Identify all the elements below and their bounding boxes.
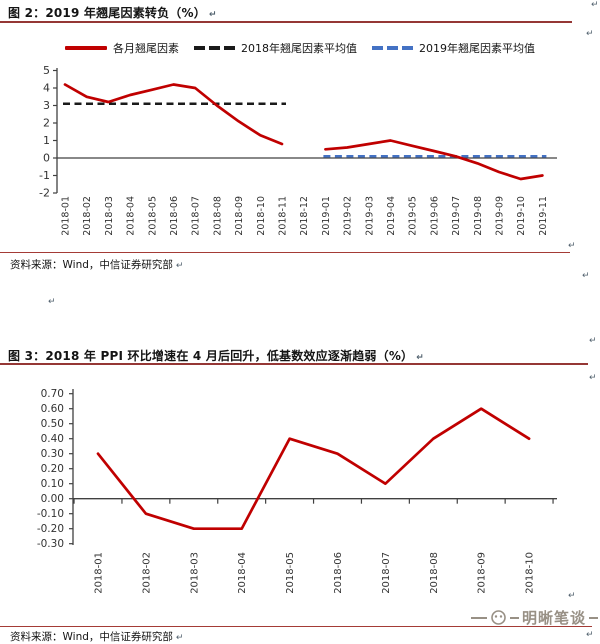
svg-text:2018-12: 2018-12 bbox=[299, 196, 310, 236]
svg-text:-0.20: -0.20 bbox=[37, 523, 64, 535]
figure2-source-text: 资料来源：Wind，中信证券研究部 bbox=[10, 259, 173, 271]
svg-text:2018-04: 2018-04 bbox=[126, 196, 137, 236]
legend-item-2019-average: 2019年翘尾因素平均值 bbox=[372, 40, 535, 56]
svg-text:2018-10: 2018-10 bbox=[525, 552, 536, 594]
watermark-text: 明晰笔谈 bbox=[521, 609, 586, 627]
svg-text:2018-08: 2018-08 bbox=[429, 552, 440, 594]
svg-text:2019-11: 2019-11 bbox=[538, 196, 549, 236]
svg-text:2018-04: 2018-04 bbox=[237, 552, 248, 594]
red-line-swatch-icon bbox=[65, 46, 107, 50]
svg-text:2018-09: 2018-09 bbox=[234, 196, 245, 236]
figure3-title: 图 3：2018 年 PPI 环比增速在 4 月后回升，低基数效应逐渐趋弱（%）… bbox=[8, 347, 424, 364]
svg-text:0.60: 0.60 bbox=[41, 403, 64, 415]
figure3-source-rule bbox=[0, 626, 592, 627]
svg-text:2018-07: 2018-07 bbox=[191, 196, 202, 236]
paragraph-mark-icon: ↵ bbox=[175, 261, 184, 271]
svg-text:2: 2 bbox=[43, 117, 50, 130]
watermark-dash-icon bbox=[589, 616, 598, 619]
paragraph-mark-icon: ↵ bbox=[582, 271, 590, 281]
svg-text:2019-05: 2019-05 bbox=[408, 196, 419, 236]
svg-text:2018-07: 2018-07 bbox=[381, 552, 392, 594]
paragraph-mark-icon: ↵ bbox=[416, 353, 424, 363]
figure2-legend: 各月翘尾因素 2018年翘尾因素平均值 2019年翘尾因素平均值 bbox=[0, 40, 600, 56]
watermark-dash-icon bbox=[470, 616, 487, 619]
figure3-title-text: 图 3：2018 年 PPI 环比增速在 4 月后回升，低基数效应逐渐趋弱（%） bbox=[8, 349, 414, 363]
paragraph-mark-icon: ↵ bbox=[591, 0, 599, 10]
svg-text:-2: -2 bbox=[39, 187, 50, 200]
svg-text:2018-08: 2018-08 bbox=[212, 196, 223, 236]
svg-text:0.00: 0.00 bbox=[41, 493, 64, 505]
svg-text:2019-04: 2019-04 bbox=[386, 196, 397, 236]
svg-text:2018-11: 2018-11 bbox=[278, 196, 289, 236]
svg-text:5: 5 bbox=[43, 64, 50, 77]
svg-text:0.10: 0.10 bbox=[41, 478, 64, 490]
figure2-title-text: 图 2：2019 年翘尾因素转负（%） bbox=[8, 6, 206, 20]
svg-text:1: 1 bbox=[43, 134, 50, 147]
svg-text:-0.30: -0.30 bbox=[37, 538, 64, 550]
figure2-source: 资料来源：Wind，中信证券研究部 ↵ bbox=[10, 257, 183, 272]
svg-text:4: 4 bbox=[43, 82, 50, 95]
svg-text:3: 3 bbox=[43, 99, 50, 112]
svg-text:2019-08: 2019-08 bbox=[473, 196, 484, 236]
figure2-source-rule bbox=[0, 252, 570, 253]
figure3-source-text: 资料来源：Wind，中信证券研究部 bbox=[10, 631, 173, 643]
svg-text:2018-02: 2018-02 bbox=[82, 196, 93, 236]
paragraph-mark-icon: ↵ bbox=[589, 373, 597, 383]
svg-text:2018-02: 2018-02 bbox=[141, 552, 152, 594]
legend-label: 各月翘尾因素 bbox=[113, 42, 179, 55]
svg-text:0.40: 0.40 bbox=[41, 433, 64, 445]
paragraph-mark-icon: ↵ bbox=[568, 591, 576, 601]
paragraph-mark-icon: ↵ bbox=[208, 10, 217, 20]
svg-text:2018-03: 2018-03 bbox=[104, 196, 115, 236]
svg-text:2019-01: 2019-01 bbox=[321, 196, 332, 236]
watermark-logo-icon bbox=[491, 610, 506, 625]
svg-text:0.70: 0.70 bbox=[41, 388, 64, 400]
svg-text:2018-06: 2018-06 bbox=[169, 196, 180, 236]
svg-text:2019-10: 2019-10 bbox=[516, 196, 527, 236]
svg-text:2018-03: 2018-03 bbox=[189, 552, 200, 594]
svg-text:-1: -1 bbox=[39, 169, 50, 182]
mingxi-bitan-watermark: 明晰笔谈 bbox=[470, 607, 598, 628]
svg-text:2019-09: 2019-09 bbox=[495, 196, 506, 236]
legend-label: 2019年翘尾因素平均值 bbox=[419, 42, 535, 55]
svg-text:2018-09: 2018-09 bbox=[477, 552, 488, 594]
svg-text:2018-01: 2018-01 bbox=[94, 552, 105, 594]
legend-label: 2018年翘尾因素平均值 bbox=[241, 42, 357, 55]
svg-text:0: 0 bbox=[43, 152, 50, 165]
svg-text:0.20: 0.20 bbox=[41, 463, 64, 475]
blue-dashed-swatch-icon bbox=[372, 46, 413, 50]
paragraph-mark-icon: ↵ bbox=[586, 630, 594, 640]
figure2-chart: 5 4 3 2 1 0 -1 -2 2018-01 2018-02 2018-03 2018-04 20… bbox=[39, 64, 557, 236]
paragraph-mark-icon: ↵ bbox=[586, 29, 594, 39]
black-dashed-swatch-icon bbox=[194, 46, 235, 50]
paragraph-mark-icon: ↵ bbox=[589, 336, 597, 346]
paragraph-mark-icon: ↵ bbox=[568, 241, 576, 251]
svg-text:2018-06: 2018-06 bbox=[333, 552, 344, 594]
paragraph-mark-icon: ↵ bbox=[48, 297, 56, 307]
figure2-title-rule bbox=[0, 21, 572, 23]
figure3-source: 资料来源：Wind，中信证券研究部 ↵ bbox=[10, 629, 183, 644]
legend-item-2018-average: 2018年翘尾因素平均值 bbox=[194, 40, 357, 56]
svg-text:0.30: 0.30 bbox=[41, 448, 64, 460]
legend-item-monthly: 各月翘尾因素 bbox=[65, 40, 179, 56]
svg-text:2018-10: 2018-10 bbox=[256, 196, 267, 236]
figure2-title: 图 2：2019 年翘尾因素转负（%） ↵ bbox=[8, 4, 217, 21]
figure3-chart: 0.70 0.60 0.50 0.40 0.30 0.20 0.10 0.00 -0.10 -0.… bbox=[37, 388, 557, 594]
svg-text:2018-05: 2018-05 bbox=[285, 552, 296, 594]
svg-text:2019-03: 2019-03 bbox=[364, 196, 375, 236]
svg-text:2018-01: 2018-01 bbox=[61, 196, 72, 236]
paragraph-mark-icon: ↵ bbox=[175, 633, 184, 643]
svg-text:2019-07: 2019-07 bbox=[451, 196, 462, 236]
figure3-title-rule bbox=[0, 363, 588, 365]
svg-text:-0.10: -0.10 bbox=[37, 508, 64, 520]
watermark-dash-icon bbox=[509, 616, 519, 619]
svg-text:2018-05: 2018-05 bbox=[147, 196, 158, 236]
svg-text:0.50: 0.50 bbox=[41, 418, 64, 430]
svg-text:2019-06: 2019-06 bbox=[429, 196, 440, 236]
svg-text:2019-02: 2019-02 bbox=[343, 196, 354, 236]
